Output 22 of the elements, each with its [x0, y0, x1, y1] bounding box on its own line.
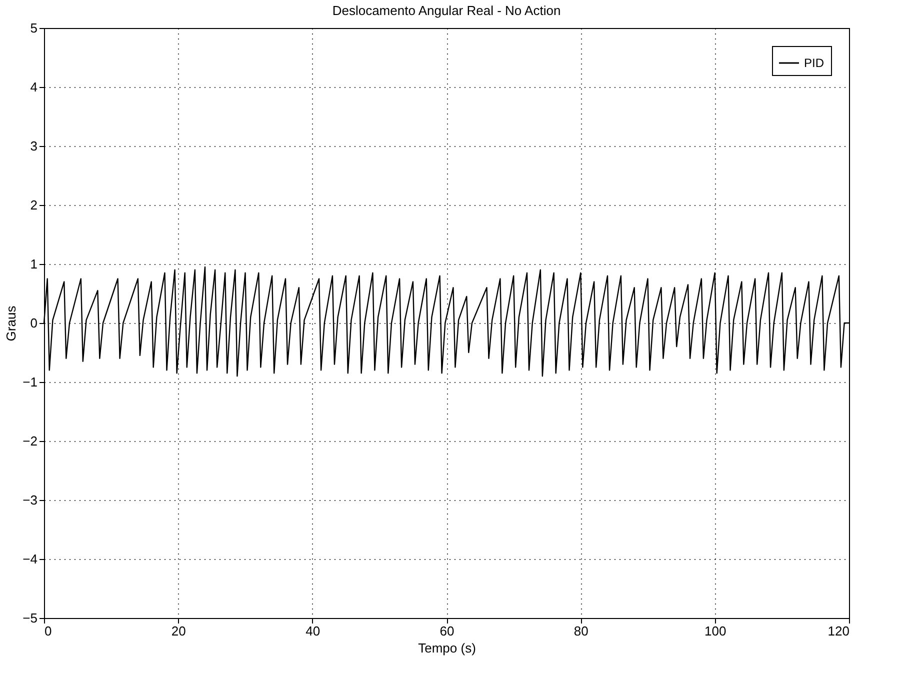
y-tick-label: −4: [22, 552, 38, 566]
legend-label: PID: [804, 56, 824, 70]
y-tick-label: −5: [22, 610, 38, 626]
y-tick-label: 0: [30, 316, 38, 330]
x-tick-label: 40: [306, 624, 320, 638]
y-tick-label: −2: [22, 434, 38, 448]
y-tick-label: 1: [30, 256, 38, 272]
y-tick-label: 4: [30, 80, 38, 94]
y-axis-title: Graus: [4, 305, 19, 342]
x-tick-label: 60: [440, 624, 454, 638]
x-tick-label: 20: [171, 624, 186, 638]
x-tick-label: 80: [574, 624, 588, 638]
y-tick-label: 3: [30, 138, 38, 154]
chart-title: Deslocamento Angular Real - No Action: [332, 3, 561, 18]
y-tick-label: 2: [30, 198, 38, 212]
x-tick-label: 100: [704, 624, 726, 638]
x-tick-label: 120: [828, 624, 850, 638]
x-axis-title: Tempo (s): [418, 640, 476, 656]
x-tick-label: 0: [44, 624, 52, 638]
y-tick-label: 5: [30, 20, 38, 36]
y-tick-label: −3: [22, 492, 38, 508]
y-tick-label: −1: [22, 374, 38, 390]
